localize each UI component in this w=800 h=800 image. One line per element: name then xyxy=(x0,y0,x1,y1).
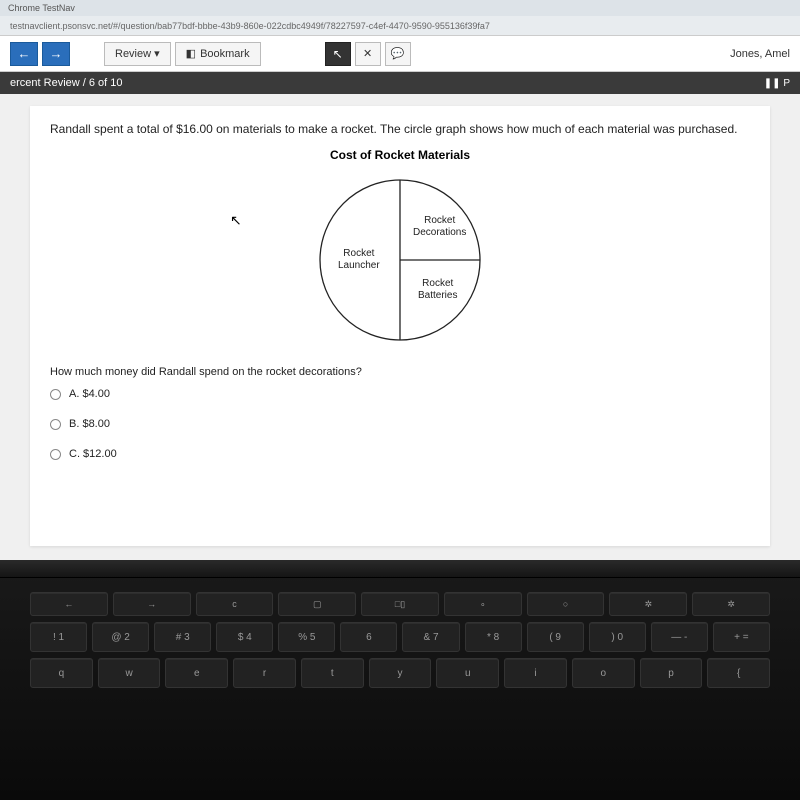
keyboard-key: ) 0 xyxy=(589,622,646,652)
close-tool-button[interactable]: ✕ xyxy=(355,42,381,66)
keyboard-key: % 5 xyxy=(278,622,335,652)
keyboard-key: o xyxy=(572,658,635,688)
option-text: A. $4.00 xyxy=(69,388,110,400)
keyboard-key: $ 4 xyxy=(216,622,273,652)
keyboard-key: # 3 xyxy=(154,622,211,652)
keyboard-key: ✲ xyxy=(609,592,687,616)
keyboard-key: ○ xyxy=(527,592,605,616)
pie-slice-label: RocketLauncher xyxy=(338,248,380,272)
pie-chart: RocketLauncher RocketDecorations RocketBat… xyxy=(310,170,490,350)
arrow-left-icon: ← xyxy=(18,46,31,61)
pointer-icon: ↖ xyxy=(333,47,343,61)
keyboard-key: p xyxy=(640,658,703,688)
keyboard-key: & 7 xyxy=(402,622,459,652)
keyboard-key: → xyxy=(113,592,191,616)
keyboard: ←→c▢□▯∘○✲✲ ! 1@ 2# 3$ 4% 56& 7* 8( 9) 0—… xyxy=(0,578,800,702)
keyboard-key: □▯ xyxy=(361,592,439,616)
pie-slice-label: RocketBatteries xyxy=(418,278,457,302)
progress-label: ercent Review / 6 of 10 xyxy=(10,77,123,89)
screen: Chrome TestNav testnavclient.psonsvc.net… xyxy=(0,0,800,560)
keyboard-key: 6 xyxy=(340,622,397,652)
keyboard-key: w xyxy=(98,658,161,688)
arrow-right-icon: → xyxy=(50,46,63,61)
keyboard-key: ▢ xyxy=(278,592,356,616)
close-icon: ✕ xyxy=(363,47,372,60)
keyboard-key: * 8 xyxy=(465,622,522,652)
user-name: Jones, Amel xyxy=(730,48,790,60)
keyboard-key: u xyxy=(436,658,499,688)
answer-option[interactable]: A. $4.00 xyxy=(50,388,750,400)
pie-slice-label: RocketDecorations xyxy=(413,215,466,239)
keyboard-key: y xyxy=(369,658,432,688)
radio-icon[interactable] xyxy=(50,449,61,460)
sub-question: How much money did Randall spend on the … xyxy=(50,366,750,378)
radio-icon[interactable] xyxy=(50,389,61,400)
browser-tab[interactable]: Chrome TestNav xyxy=(0,0,800,16)
answer-option[interactable]: C. $12.00 xyxy=(50,448,750,460)
bookmark-button[interactable]: ◧ Bookmark xyxy=(175,42,261,66)
back-button[interactable]: ← xyxy=(10,42,38,66)
keyboard-key: ✲ xyxy=(692,592,770,616)
chart-container: RocketLauncher RocketDecorations RocketBat… xyxy=(50,170,750,350)
keyboard-key: + = xyxy=(713,622,770,652)
answer-option[interactable]: B. $8.00 xyxy=(50,418,750,430)
review-label: Review ▾ xyxy=(115,47,160,60)
pause-button[interactable]: ❚❚ P xyxy=(764,78,790,89)
chart-title: Cost of Rocket Materials xyxy=(50,148,750,162)
keyboard-key: ( 9 xyxy=(527,622,584,652)
radio-icon[interactable] xyxy=(50,419,61,430)
keyboard-key: { xyxy=(707,658,770,688)
keyboard-key: i xyxy=(504,658,567,688)
keyboard-key: @ 2 xyxy=(92,622,149,652)
keyboard-key: ← xyxy=(30,592,108,616)
app-toolbar: ← → Review ▾ ◧ Bookmark ↖ ✕ 💬 Jones, Ame… xyxy=(0,36,800,72)
review-button[interactable]: Review ▾ xyxy=(104,42,171,66)
laptop-base: ←→c▢□▯∘○✲✲ ! 1@ 2# 3$ 4% 56& 7* 8( 9) 0—… xyxy=(0,560,800,800)
keyboard-key: — - xyxy=(651,622,708,652)
keyboard-key: c xyxy=(196,592,274,616)
bookmark-label: Bookmark xyxy=(200,48,250,60)
tab-title: Chrome TestNav xyxy=(8,3,75,13)
toolbar-left: ← → Review ▾ ◧ Bookmark ↖ ✕ 💬 xyxy=(10,42,411,66)
chat-button[interactable]: 💬 xyxy=(385,42,411,66)
progress-bar: ercent Review / 6 of 10 ❚❚ P xyxy=(0,72,800,94)
pointer-tool-button[interactable]: ↖ xyxy=(325,42,351,66)
option-text: B. $8.00 xyxy=(69,418,110,430)
keyboard-key: q xyxy=(30,658,93,688)
keyboard-key: r xyxy=(233,658,296,688)
keyboard-key: ∘ xyxy=(444,592,522,616)
url-bar[interactable]: testnavclient.psonsvc.net/#/question/bab… xyxy=(0,16,800,36)
keyboard-key: ! 1 xyxy=(30,622,87,652)
laptop-hinge xyxy=(0,560,800,578)
keyboard-key: e xyxy=(165,658,228,688)
bookmark-icon: ◧ xyxy=(186,47,196,60)
keyboard-key: t xyxy=(301,658,364,688)
option-text: C. $12.00 xyxy=(69,448,117,460)
chat-icon: 💬 xyxy=(391,47,405,60)
forward-button[interactable]: → xyxy=(42,42,70,66)
question-panel: Randall spent a total of $16.00 on mater… xyxy=(30,106,770,546)
question-text: Randall spent a total of $16.00 on mater… xyxy=(50,122,750,136)
pie-svg xyxy=(310,170,490,350)
url-text: testnavclient.psonsvc.net/#/question/bab… xyxy=(10,21,490,31)
